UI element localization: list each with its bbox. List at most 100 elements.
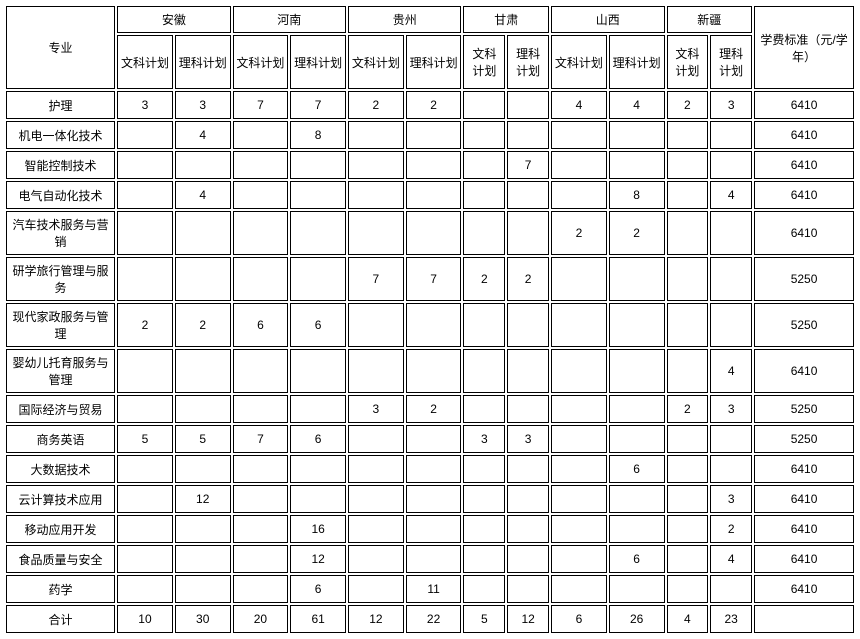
tuition-cell: 6410	[754, 121, 854, 149]
plan-cell	[609, 121, 665, 149]
row-label: 国际经济与贸易	[6, 395, 115, 423]
row-label: 电气自动化技术	[6, 181, 115, 209]
plan-cell	[507, 485, 549, 513]
plan-cell	[233, 121, 289, 149]
plan-cell: 2	[551, 211, 607, 255]
plan-cell	[175, 455, 231, 483]
tuition-cell: 6410	[754, 181, 854, 209]
plan-cell: 10	[117, 605, 173, 633]
row-label: 商务英语	[6, 425, 115, 453]
plan-cell	[233, 349, 289, 393]
plan-cell	[233, 485, 289, 513]
plan-cell	[175, 211, 231, 255]
col-header-arts-plan: 文科计划	[117, 35, 173, 89]
plan-cell: 2	[348, 91, 404, 119]
plan-cell	[175, 515, 231, 543]
plan-cell: 20	[233, 605, 289, 633]
table-row: 汽车技术服务与营销226410	[6, 211, 854, 255]
plan-cell: 5	[175, 425, 231, 453]
plan-cell: 6	[551, 605, 607, 633]
tuition-cell: 6410	[754, 485, 854, 513]
plan-cell: 16	[290, 515, 346, 543]
plan-cell	[463, 485, 505, 513]
plan-cell	[175, 575, 231, 603]
plan-cell: 12	[348, 605, 404, 633]
plan-cell	[175, 257, 231, 301]
plan-cell: 5	[117, 425, 173, 453]
plan-cell	[233, 257, 289, 301]
plan-cell	[551, 349, 607, 393]
plan-cell	[175, 395, 231, 423]
plan-cell	[348, 455, 404, 483]
plan-cell	[463, 545, 505, 573]
tuition-cell: 6410	[754, 151, 854, 179]
plan-cell: 12	[175, 485, 231, 513]
col-header-province: 贵州	[348, 6, 461, 33]
plan-cell	[507, 211, 549, 255]
plan-cell	[406, 211, 462, 255]
col-header-science-plan: 理科计划	[175, 35, 231, 89]
tuition-cell: 5250	[754, 257, 854, 301]
plan-cell: 23	[710, 605, 752, 633]
plan-cell: 3	[710, 91, 752, 119]
plan-cell	[348, 211, 404, 255]
plan-cell	[710, 121, 752, 149]
plan-cell	[406, 121, 462, 149]
plan-cell	[406, 485, 462, 513]
plan-cell: 7	[507, 151, 549, 179]
plan-cell: 2	[507, 257, 549, 301]
plan-cell: 8	[290, 121, 346, 149]
plan-cell	[290, 395, 346, 423]
plan-cell	[348, 575, 404, 603]
plan-cell	[667, 575, 709, 603]
plan-cell: 11	[406, 575, 462, 603]
plan-cell: 30	[175, 605, 231, 633]
plan-cell	[117, 181, 173, 209]
plan-cell	[507, 349, 549, 393]
plan-cell	[667, 425, 709, 453]
col-header-province: 山西	[551, 6, 664, 33]
plan-cell	[348, 485, 404, 513]
table-row: 护理33772244236410	[6, 91, 854, 119]
table-row: 食品质量与安全12646410	[6, 545, 854, 573]
plan-cell: 3	[175, 91, 231, 119]
row-label: 现代家政服务与管理	[6, 303, 115, 347]
plan-cell	[117, 121, 173, 149]
tuition-cell	[754, 605, 854, 633]
plan-cell	[406, 151, 462, 179]
plan-cell	[463, 515, 505, 543]
plan-cell	[117, 151, 173, 179]
plan-cell	[463, 303, 505, 347]
plan-cell	[406, 425, 462, 453]
plan-cell: 7	[233, 425, 289, 453]
plan-cell: 2	[463, 257, 505, 301]
plan-cell	[406, 349, 462, 393]
plan-cell	[117, 545, 173, 573]
col-header-science-plan: 理科计划	[609, 35, 665, 89]
col-header-arts-plan: 文科计划	[667, 35, 709, 89]
tuition-cell: 6410	[754, 575, 854, 603]
plan-cell	[175, 151, 231, 179]
plan-cell: 7	[233, 91, 289, 119]
plan-cell	[348, 545, 404, 573]
plan-cell	[463, 575, 505, 603]
col-header-province: 安徽	[117, 6, 230, 33]
plan-cell	[290, 455, 346, 483]
plan-cell	[348, 349, 404, 393]
plan-cell: 4	[175, 121, 231, 149]
plan-cell	[463, 395, 505, 423]
plan-cell	[406, 303, 462, 347]
plan-cell	[551, 151, 607, 179]
row-label: 智能控制技术	[6, 151, 115, 179]
plan-cell	[290, 485, 346, 513]
plan-cell	[667, 303, 709, 347]
plan-cell	[667, 515, 709, 543]
plan-cell: 2	[667, 91, 709, 119]
row-label: 婴幼儿托育服务与管理	[6, 349, 115, 393]
col-header-science-plan: 理科计划	[290, 35, 346, 89]
table-row: 国际经济与贸易32235250	[6, 395, 854, 423]
plan-cell	[710, 425, 752, 453]
plan-cell	[290, 181, 346, 209]
plan-cell	[667, 349, 709, 393]
table-row: 商务英语5576335250	[6, 425, 854, 453]
